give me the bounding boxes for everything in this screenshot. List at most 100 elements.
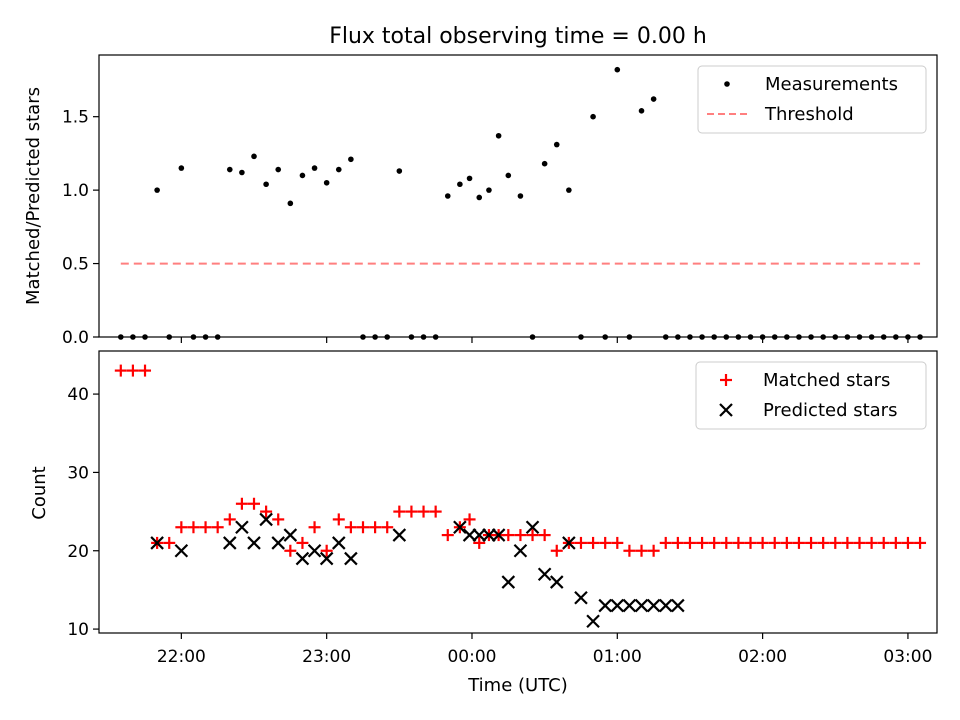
measurement-point (117, 334, 124, 340)
x-axis-label: Time (UTC) (467, 675, 568, 696)
matched-star-point (473, 536, 486, 549)
matched-star-point (708, 536, 721, 549)
matched-star-point (550, 544, 563, 557)
predicted-star-point (646, 598, 661, 613)
measurement-point (905, 334, 911, 340)
matched-star-point (199, 521, 212, 534)
predicted-star-point (482, 528, 496, 542)
matched-star-point (405, 505, 418, 518)
matched-star-point (272, 513, 285, 526)
matched-star-point (320, 544, 333, 557)
predicted-star-point (392, 528, 407, 542)
ratio-panel: 0.0 0.5 1.0 1.5 Matched/Predicted stars Mea… (23, 54, 938, 348)
predicted-star-point (174, 543, 189, 558)
predicted-star-point (247, 536, 261, 550)
matched-star-point (381, 521, 394, 534)
predicted-star-point (472, 528, 487, 542)
matched-star-point (356, 521, 369, 534)
predicted-star-point (658, 598, 673, 613)
predicted-star-point (344, 551, 358, 566)
matched-star-point (817, 536, 830, 549)
matched-star-point (780, 536, 793, 549)
count-y-tick-label: 40 (67, 385, 89, 405)
measurement-point (476, 194, 483, 201)
matched-star-point (768, 536, 781, 549)
predicted-star-point (307, 543, 322, 558)
legend-matched-label: Matched stars (763, 370, 890, 391)
predicted-star-point (525, 520, 540, 535)
predicted-star-point (295, 551, 310, 566)
measurement-point (711, 334, 717, 340)
matched-star-point (369, 521, 382, 534)
count-y-ticks: 10 20 30 40 (67, 385, 99, 640)
count-y-tick-label: 10 (67, 620, 89, 640)
measurement-point (880, 334, 887, 340)
measurement-point (638, 108, 645, 114)
measurement-point (335, 166, 342, 173)
measurement-point (699, 334, 705, 340)
measurement-point (372, 334, 378, 340)
matched-star-point (429, 505, 442, 518)
ratio-y-ticks: 0.0 0.5 1.0 1.5 (62, 108, 99, 348)
ratio-legend: Measurements Threshold (697, 65, 927, 134)
legend-measurements-label: Measurements (765, 74, 898, 95)
matched-star-point (732, 536, 745, 549)
count-x-tick-label: 00:00 (447, 647, 496, 667)
measurement-point (348, 156, 354, 163)
matched-star-point (841, 536, 854, 549)
matched-star-point (284, 544, 297, 557)
predicted-star-point (671, 598, 685, 613)
predicted-star-point (501, 575, 516, 589)
measurement-point (505, 172, 512, 179)
predicted-star-point (283, 528, 298, 542)
legend-measurements-marker (724, 81, 730, 87)
measurement-point (420, 334, 427, 340)
measurement-point (723, 334, 730, 340)
ratio-axes-frame (98, 54, 938, 338)
matched-star-point (211, 521, 224, 534)
ratio-y-tick-label: 0.5 (62, 255, 89, 275)
predicted-star-point (574, 590, 588, 605)
measurement-point (735, 334, 742, 340)
measurement-point (444, 193, 451, 199)
measurement-point (495, 132, 502, 139)
predicted-star-point (271, 536, 286, 550)
measurement-point (832, 334, 839, 340)
measurement-point (517, 193, 524, 199)
matched-star-point (635, 544, 648, 557)
count-y-tick-label: 20 (67, 542, 89, 562)
measurement-point (251, 153, 257, 160)
measurement-point (844, 334, 851, 340)
measurement-point (432, 334, 439, 340)
figure-title: Flux total observing time = 0.00 h (329, 24, 707, 49)
matched-star-point (805, 536, 818, 549)
count-x-tick-label: 03:00 (883, 647, 932, 667)
count-x-ticks: 22:00 23:00 00:00 01:00 02:00 03:00 (157, 633, 932, 667)
count-axes-frame (98, 350, 938, 634)
count-y-axis-label: Count (29, 466, 50, 519)
measurement-point (178, 165, 185, 171)
measurement-point (553, 141, 560, 148)
legend-predicted-marker (719, 403, 733, 417)
ratio-marks (117, 66, 923, 340)
measurement-point (893, 334, 899, 340)
matched-star-point (248, 497, 261, 510)
legend-threshold-label: Threshold (764, 104, 854, 125)
matched-star-point (914, 536, 927, 549)
measurement-point (808, 334, 814, 340)
measurement-point (263, 181, 269, 188)
predicted-star-point (491, 528, 506, 542)
matched-star-point (587, 536, 600, 549)
measurement-point (868, 334, 875, 340)
measurement-point (578, 334, 584, 340)
count-x-tick-label: 22:00 (157, 647, 206, 667)
matched-star-point (514, 529, 527, 542)
matched-star-point (901, 536, 914, 549)
measurement-point (759, 334, 766, 340)
count-x-tick-label: 01:00 (593, 647, 642, 667)
predicted-star-point (513, 543, 528, 558)
measurement-point (675, 334, 681, 340)
count-x-tick-label: 23:00 (302, 647, 351, 667)
matched-star-point (623, 544, 636, 557)
